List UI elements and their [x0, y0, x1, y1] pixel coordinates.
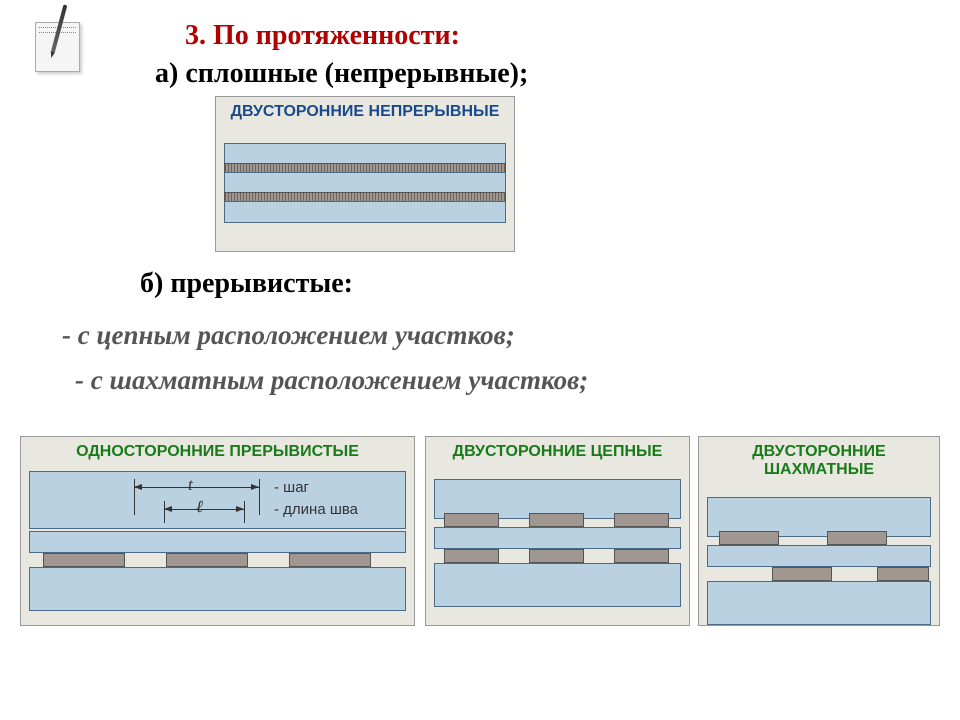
section-title: 3. По протяженности: — [185, 20, 460, 52]
legend-t: - шаг — [274, 479, 309, 496]
diagram-staggered-title: ДВУСТОРОННИЕ ШАХМАТНЫЕ — [707, 443, 931, 479]
item-a-heading: а) сплошные (непрерывные); — [155, 58, 528, 90]
diagram-onesided-title: ОДНОСТОРОННИЕ ПРЕРЫВИСТЫЕ — [29, 443, 406, 461]
notepad-icon — [35, 12, 90, 72]
item-b-heading: б) прерывистые: — [140, 268, 353, 300]
diagram-continuous-title: ДВУСТОРОННИЕ НЕПРЕРЫВНЫЕ — [224, 103, 506, 121]
dim-t-symbol: t — [188, 475, 193, 495]
diagram-chain-card: ДВУСТОРОННИЕ ЦЕПНЫЕ — [425, 436, 690, 626]
subitem-chain: - с цепным расположением участков; — [62, 320, 515, 351]
diagram-continuous-card: ДВУСТОРОННИЕ НЕПРЕРЫВНЫЕ — [215, 96, 515, 252]
subitem-staggered: - с шахматным расположением участков; — [75, 365, 588, 396]
diagram-staggered-card: ДВУСТОРОННИЕ ШАХМАТНЫЕ — [698, 436, 940, 626]
legend-l: - длина шва — [274, 501, 358, 518]
dim-l-symbol: ℓ — [196, 497, 203, 517]
diagram-chain-title: ДВУСТОРОННИЕ ЦЕПНЫЕ — [434, 443, 681, 461]
diagram-onesided-card: ОДНОСТОРОННИЕ ПРЕРЫВИСТЫЕ t - шаг ℓ - дл… — [20, 436, 415, 626]
